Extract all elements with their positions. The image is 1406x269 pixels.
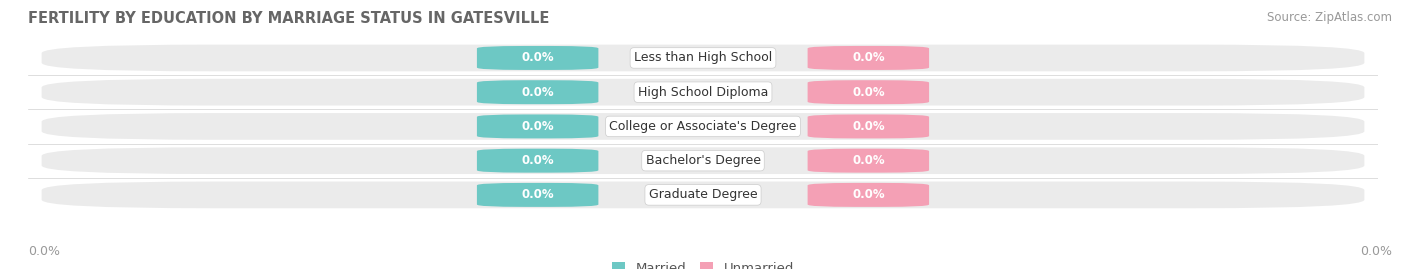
Text: 0.0%: 0.0% bbox=[522, 51, 554, 65]
FancyBboxPatch shape bbox=[477, 183, 599, 207]
Legend: Married, Unmarried: Married, Unmarried bbox=[607, 256, 799, 269]
Text: 0.0%: 0.0% bbox=[522, 154, 554, 167]
FancyBboxPatch shape bbox=[42, 182, 1364, 208]
Text: 0.0%: 0.0% bbox=[852, 86, 884, 99]
Text: College or Associate's Degree: College or Associate's Degree bbox=[609, 120, 797, 133]
Text: High School Diploma: High School Diploma bbox=[638, 86, 768, 99]
Text: Source: ZipAtlas.com: Source: ZipAtlas.com bbox=[1267, 11, 1392, 24]
FancyBboxPatch shape bbox=[477, 46, 599, 70]
Text: 0.0%: 0.0% bbox=[852, 188, 884, 201]
FancyBboxPatch shape bbox=[477, 80, 599, 104]
Text: Less than High School: Less than High School bbox=[634, 51, 772, 65]
Text: 0.0%: 0.0% bbox=[28, 245, 60, 258]
Text: 0.0%: 0.0% bbox=[522, 120, 554, 133]
Text: FERTILITY BY EDUCATION BY MARRIAGE STATUS IN GATESVILLE: FERTILITY BY EDUCATION BY MARRIAGE STATU… bbox=[28, 11, 550, 26]
FancyBboxPatch shape bbox=[807, 183, 929, 207]
FancyBboxPatch shape bbox=[42, 113, 1364, 140]
FancyBboxPatch shape bbox=[807, 46, 929, 70]
FancyBboxPatch shape bbox=[807, 149, 929, 173]
FancyBboxPatch shape bbox=[42, 45, 1364, 71]
FancyBboxPatch shape bbox=[807, 80, 929, 104]
Text: Bachelor's Degree: Bachelor's Degree bbox=[645, 154, 761, 167]
Text: 0.0%: 0.0% bbox=[852, 154, 884, 167]
Text: 0.0%: 0.0% bbox=[852, 51, 884, 65]
FancyBboxPatch shape bbox=[42, 79, 1364, 105]
FancyBboxPatch shape bbox=[477, 149, 599, 173]
FancyBboxPatch shape bbox=[42, 147, 1364, 174]
FancyBboxPatch shape bbox=[807, 114, 929, 139]
Text: 0.0%: 0.0% bbox=[1360, 245, 1392, 258]
FancyBboxPatch shape bbox=[477, 114, 599, 139]
Text: 0.0%: 0.0% bbox=[522, 86, 554, 99]
Text: Graduate Degree: Graduate Degree bbox=[648, 188, 758, 201]
Text: 0.0%: 0.0% bbox=[522, 188, 554, 201]
Text: 0.0%: 0.0% bbox=[852, 120, 884, 133]
